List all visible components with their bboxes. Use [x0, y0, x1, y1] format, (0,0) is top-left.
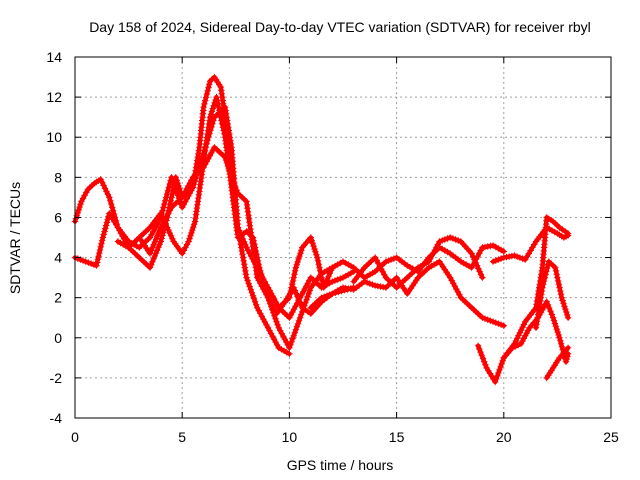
y-tick-label: 10 [46, 129, 62, 145]
y-tick-label: -4 [50, 410, 63, 426]
satellite-track-11 [532, 258, 572, 331]
satellite-track-4 [136, 93, 357, 317]
series-markers [543, 344, 572, 382]
y-tick-label: 8 [54, 169, 62, 185]
x-tick-label: 5 [178, 429, 186, 445]
series-line [72, 145, 335, 351]
y-tick-label: 2 [54, 290, 62, 306]
satellite-track-12 [543, 344, 572, 382]
y-tick-label: 6 [54, 209, 62, 225]
series-markers [532, 258, 572, 331]
satellite-track-8 [474, 298, 572, 386]
satellite-track-9 [489, 224, 572, 265]
series-markers [489, 224, 572, 265]
y-tick-label: 0 [54, 330, 62, 346]
satellite-track-7 [350, 234, 486, 291]
data-series [71, 73, 572, 386]
axis-ticks: 0 5 10 15 20 25 -4 -2 0 2 4 6 8 10 12 14 [46, 49, 619, 445]
plot-frame [74, 56, 612, 419]
series-markers [307, 258, 507, 329]
y-tick-label: 12 [46, 89, 62, 105]
satellite-track-6 [307, 258, 507, 329]
satellite-track-2 [71, 73, 293, 357]
series-line [490, 225, 571, 264]
x-tick-label: 25 [603, 429, 619, 445]
chart-title: Day 158 of 2024, Sidereal Day-to-day VTE… [89, 19, 591, 35]
x-tick-label: 0 [71, 429, 79, 445]
series-line [475, 299, 571, 385]
series-markers [350, 234, 486, 291]
x-tick-label: 10 [282, 429, 298, 445]
y-tick-label: 4 [54, 250, 62, 266]
x-tick-label: 20 [496, 429, 512, 445]
series-markers [500, 214, 572, 361]
y-tick-label: 14 [46, 49, 62, 65]
y-axis-label: SDTVAR / TECUs [7, 182, 23, 294]
series-markers [136, 93, 357, 317]
x-axis-label: GPS time / hours [287, 457, 394, 473]
x-tick-label: 15 [389, 429, 405, 445]
y-tick-label: -2 [50, 370, 63, 386]
satellite-track-10 [500, 214, 572, 361]
